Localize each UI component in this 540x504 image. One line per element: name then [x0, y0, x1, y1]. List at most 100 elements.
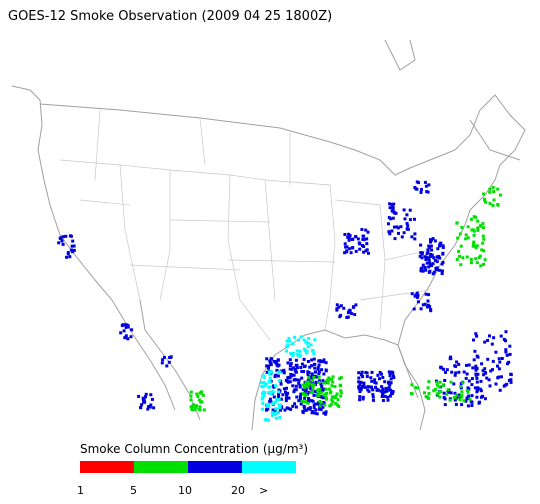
- smoke-pixel: [458, 254, 461, 258]
- smoke-pixel: [394, 211, 398, 215]
- smoke-pixel: [339, 391, 343, 395]
- smoke-pixel: [437, 385, 441, 389]
- smoke-pixel: [277, 388, 281, 392]
- smoke-pixel: [481, 394, 485, 398]
- smoke-pixel: [149, 403, 153, 407]
- smoke-pixel: [298, 349, 302, 353]
- smoke-pixel: [347, 232, 351, 236]
- smoke-pixel: [467, 379, 471, 383]
- smoke-pixel: [399, 225, 403, 229]
- smoke-pixel: [327, 387, 331, 391]
- smoke-pixel: [267, 402, 271, 406]
- smoke-pixel: [262, 393, 266, 397]
- smoke-pixel: [464, 376, 468, 380]
- smoke-pixel: [336, 398, 340, 402]
- smoke-pixel: [472, 358, 476, 362]
- smoke-pixel: [317, 375, 321, 379]
- smoke-pixel: [392, 225, 396, 229]
- smoke-pixel: [380, 372, 383, 376]
- smoke-pixel: [318, 404, 322, 408]
- smoke-pixel: [440, 272, 444, 276]
- smoke-pixel: [424, 268, 428, 272]
- smoke-pixel: [475, 389, 479, 392]
- smoke-pixel: [474, 246, 478, 250]
- smoke-pixel: [311, 349, 315, 353]
- smoke-pixel: [479, 264, 483, 268]
- smoke-pixel: [324, 368, 328, 372]
- smoke-pixel: [277, 390, 281, 394]
- smoke-pixel: [387, 386, 391, 390]
- smoke-pixel: [424, 292, 428, 296]
- smoke-pixel: [293, 388, 297, 392]
- smoke-pixel: [470, 383, 474, 387]
- smoke-pixel: [500, 357, 504, 360]
- smoke-pixel: [362, 238, 366, 242]
- smoke-pixel: [313, 338, 317, 342]
- colorbar-segment: [188, 461, 242, 473]
- smoke-pixel: [392, 376, 396, 380]
- smoke-pixel: [144, 392, 148, 396]
- smoke-pixel: [274, 416, 278, 420]
- smoke-pixel: [272, 410, 276, 414]
- smoke-pixel: [427, 380, 431, 384]
- smoke-pixel: [473, 386, 477, 390]
- smoke-pixel: [271, 408, 275, 412]
- smoke-pixel: [482, 262, 485, 266]
- smoke-pixel: [288, 339, 291, 343]
- smoke-pixel: [509, 378, 513, 382]
- smoke-pixel: [475, 395, 479, 399]
- smoke-pixel: [263, 391, 267, 394]
- smoke-pixel: [313, 370, 317, 374]
- smoke-pixel: [262, 381, 266, 385]
- smoke-pixel: [321, 379, 325, 383]
- smoke-pixel: [494, 350, 498, 354]
- smoke-pixel: [361, 395, 365, 399]
- smoke-pixel: [405, 222, 409, 225]
- smoke-pixel: [165, 364, 169, 368]
- smoke-pixel: [498, 360, 502, 364]
- smoke-pixel: [333, 396, 337, 400]
- smoke-pixel: [474, 257, 478, 261]
- smoke-pixel: [300, 362, 304, 366]
- title: GOES-12 Smoke Observation (2009 04 25 18…: [8, 9, 332, 24]
- smoke-pixel: [457, 249, 461, 253]
- smoke-pixel: [491, 185, 495, 189]
- smoke-pixel: [380, 395, 384, 398]
- smoke-pixel: [284, 397, 288, 400]
- smoke-pixel: [299, 397, 302, 401]
- smoke-pixel: [279, 408, 283, 412]
- smoke-pixel: [119, 331, 123, 335]
- smoke-pixel: [198, 405, 202, 409]
- smoke-pixel: [362, 382, 366, 386]
- smoke-pixel: [303, 364, 307, 368]
- smoke-pixel: [308, 407, 312, 411]
- smoke-pixel: [492, 198, 496, 202]
- smoke-pixel: [387, 216, 391, 220]
- smoke-pixel: [302, 357, 306, 361]
- smoke-pixel: [289, 372, 293, 376]
- smoke-pixel: [267, 370, 271, 374]
- smoke-pixel: [292, 373, 296, 377]
- smoke-pixel: [296, 378, 300, 382]
- smoke-pixel: [425, 305, 429, 309]
- smoke-pixel: [268, 385, 272, 389]
- smoke-pixel: [429, 255, 432, 258]
- smoke-pixel: [453, 398, 457, 402]
- smoke-pixel: [260, 397, 264, 401]
- smoke-pixel: [289, 362, 293, 366]
- smoke-pixel: [455, 221, 459, 225]
- smoke-pixel: [189, 394, 193, 398]
- smoke-pixel: [338, 377, 342, 381]
- smoke-pixel: [284, 399, 288, 403]
- smoke-pixel: [384, 389, 388, 393]
- smoke-pixel: [275, 363, 279, 367]
- smoke-pixel: [280, 406, 284, 410]
- smoke-pixel: [466, 404, 470, 408]
- smoke-pixel: [470, 400, 474, 404]
- smoke-pixel: [314, 408, 318, 412]
- smoke-pixel: [146, 407, 150, 411]
- smoke-pixel: [370, 379, 374, 383]
- smoke-pixel: [308, 365, 312, 369]
- smoke-pixel: [387, 222, 390, 226]
- smoke-pixel: [276, 371, 280, 374]
